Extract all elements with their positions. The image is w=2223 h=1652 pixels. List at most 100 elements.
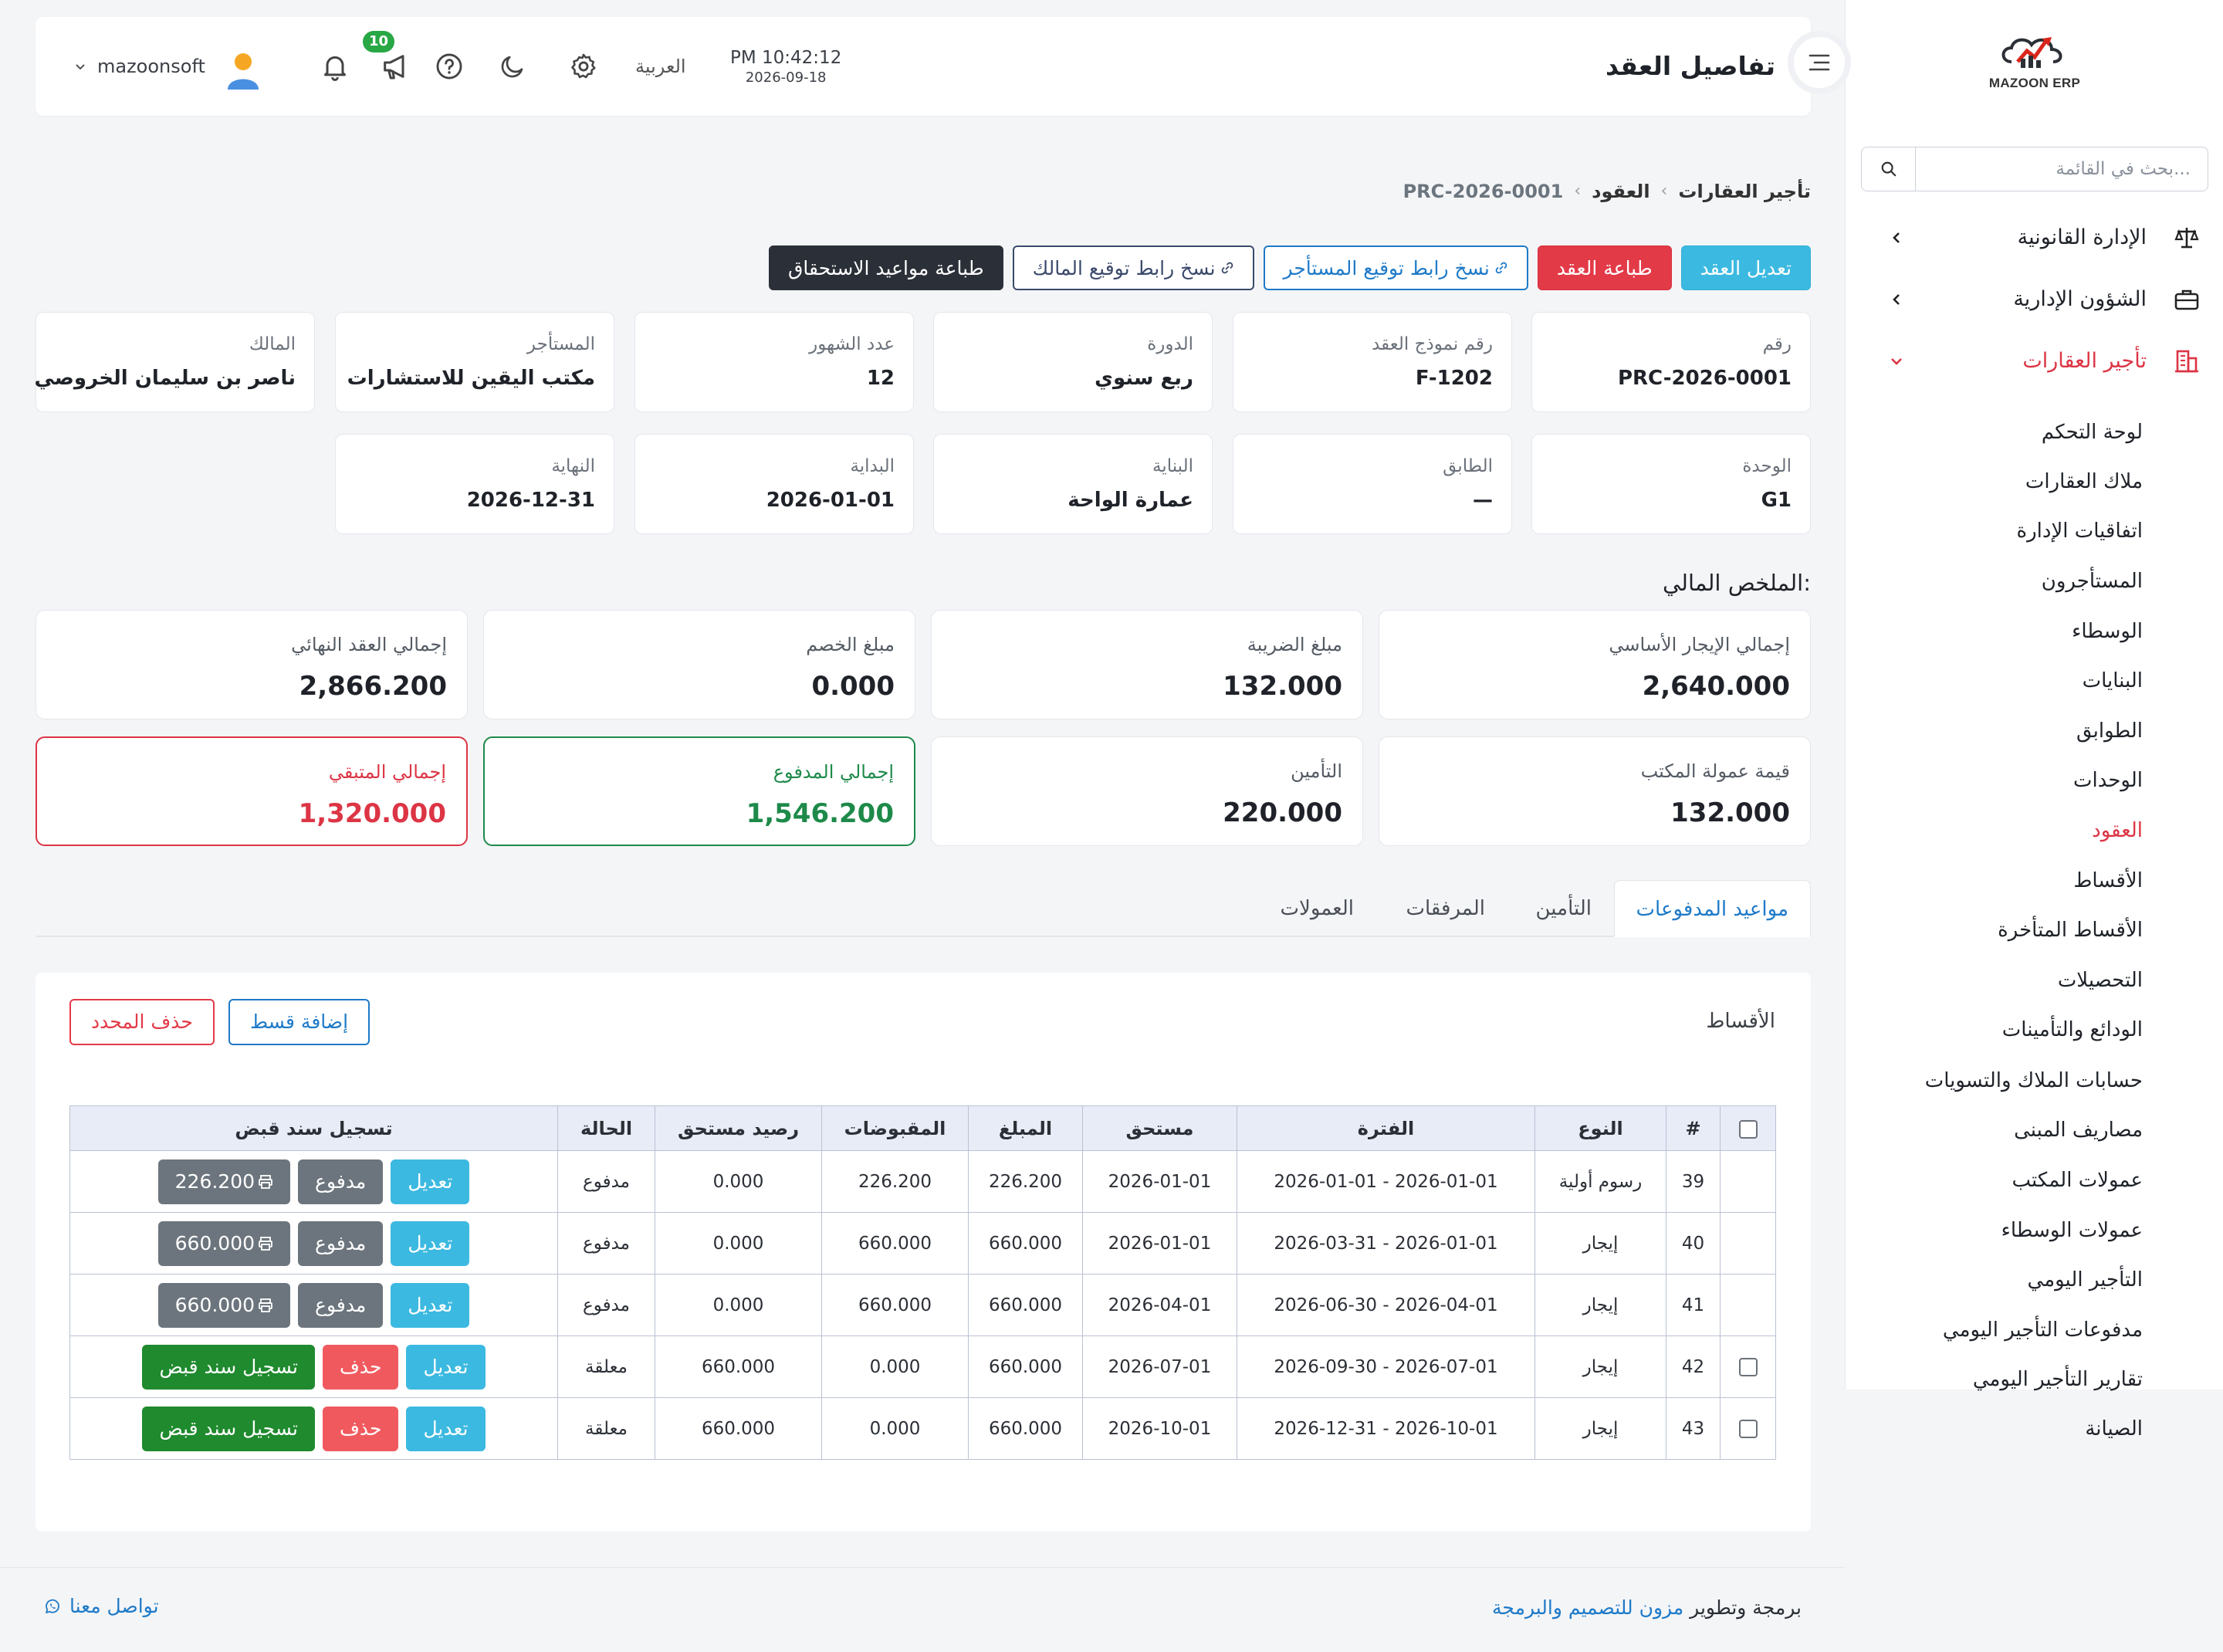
avatar[interactable] (224, 49, 262, 90)
sidebar-item[interactable]: الأقساط المتأخرة (1998, 919, 2143, 942)
breadcrumb-root[interactable]: تأجير العقارات (1678, 181, 1811, 202)
cell-amount: 660.000 (968, 1274, 1083, 1336)
moon-icon[interactable] (496, 49, 530, 83)
paid-button[interactable]: مدفوع (298, 1159, 384, 1204)
edit-contract-button[interactable]: تعديل العقد (1680, 245, 1811, 290)
help-icon[interactable] (432, 49, 466, 83)
detail-label: الدورة (1147, 334, 1193, 354)
detail-value: ربع سنوي (1095, 367, 1193, 390)
detail-label: النهاية (551, 456, 595, 476)
sidebar-item[interactable]: الصيانة (2085, 1417, 2143, 1440)
edit-button[interactable]: تعديل (391, 1282, 470, 1328)
delete-selected-button[interactable]: حذف المحدد (69, 999, 215, 1045)
cell-due: 2026-10-01 (1082, 1397, 1237, 1460)
footer-company-link[interactable]: مزون للتصميم والبرمجة (1492, 1596, 1684, 1619)
detail-label: المستأجر (526, 334, 595, 354)
select-all-cell (1720, 1105, 1776, 1151)
language-switch[interactable]: العربية (635, 56, 686, 77)
sidebar-toggle-button[interactable] (1788, 31, 1851, 94)
cell-receipt-actions: تسجيل سند قبض حذف تعديل (69, 1397, 558, 1460)
paid-button[interactable]: مدفوع (298, 1220, 384, 1266)
sidebar-item[interactable]: تقارير التأجير اليومي (1972, 1368, 2143, 1391)
building-icon (2171, 346, 2202, 377)
sidebar-item[interactable]: العقود (2092, 819, 2143, 842)
sidebar-item[interactable]: عمولات المكتب (2012, 1169, 2143, 1192)
cell-amount: 660.000 (968, 1212, 1083, 1275)
contact-label: تواصل معنا (69, 1595, 159, 1617)
logo[interactable]: MAZOON ERP (1969, 31, 2100, 116)
sidebar-group-legal[interactable]: الإدارة القانونية (1846, 207, 2223, 269)
sidebar-search-input[interactable]: بحث في القائمة... (1861, 147, 2208, 191)
clock: PM 10:42:12 2026-09-18 (730, 48, 841, 86)
edit-button[interactable]: تعديل (406, 1344, 486, 1390)
print-schedule-button[interactable]: طباعة مواعيد الاستحقاق (768, 245, 1003, 290)
sidebar-item[interactable]: الوسطاء (2072, 620, 2143, 643)
sidebar-group-admin[interactable]: الشؤون الإدارية (1846, 269, 2223, 330)
tab-attachments[interactable]: المرفقات (1406, 897, 1485, 920)
sidebar-item[interactable]: مدفوعات التأجير اليومي (1942, 1319, 2143, 1342)
register-receipt-button[interactable]: تسجيل سند قبض (142, 1344, 315, 1390)
sidebar-item[interactable]: ملاك العقارات (2025, 470, 2143, 493)
sidebar-item[interactable]: الودائع والتأمينات (2001, 1018, 2143, 1041)
delete-button[interactable]: حذف (322, 1406, 399, 1451)
fin-card-tax: مبلغ الضريبة 132.000 (931, 610, 1363, 719)
sidebar-item[interactable]: لوحة التحكم (2041, 421, 2143, 444)
gear-icon[interactable] (567, 49, 601, 83)
menu-icon (1809, 54, 1830, 71)
sidebar-item[interactable]: الطوابق (2076, 719, 2143, 743)
add-installment-button[interactable]: إضافة قسط (228, 999, 370, 1045)
tabs-divider (36, 936, 1811, 937)
select-all-checkbox[interactable] (1738, 1119, 1758, 1139)
cell-receipt-actions: 226.200 مدفوع تعديل (69, 1150, 558, 1213)
paid-button[interactable]: مدفوع (298, 1282, 384, 1328)
tab-payment-schedule[interactable]: مواعيد المدفوعات (1613, 880, 1811, 937)
tab-commissions[interactable]: العمولات (1280, 897, 1354, 920)
sidebar-item[interactable]: المستأجرون (2041, 570, 2143, 593)
receipt-amount-button[interactable]: 660.000 (157, 1220, 291, 1266)
breadcrumb-section[interactable]: العقود (1592, 181, 1650, 202)
tab-insurance[interactable]: التأمين (1535, 897, 1592, 920)
sidebar-group-real-estate[interactable]: تأجير العقارات (1846, 330, 2223, 392)
contact-link[interactable]: تواصل معنا (43, 1595, 159, 1617)
print-contract-button[interactable]: طباعة العقد (1537, 245, 1672, 290)
edit-button[interactable]: تعديل (391, 1159, 470, 1204)
register-receipt-button[interactable]: تسجيل سند قبض (142, 1406, 315, 1451)
copy-tenant-link-button[interactable]: نسخ رابط توقيع المستأجر (1263, 245, 1528, 290)
table-row: 41 إيجار 2026-06-30 - 2026-04-01 2026-04-01… (69, 1274, 1776, 1336)
sidebar-item[interactable]: اتفاقيات الإدارة (2016, 520, 2143, 543)
cell-type: إيجار (1534, 1335, 1666, 1398)
user-name[interactable]: mazoonsoft (97, 56, 205, 77)
sidebar-item[interactable]: الوحدات (2073, 769, 2143, 792)
logo-text: MAZOON ERP (1988, 76, 2081, 90)
receipt-amount-button[interactable]: 660.000 (157, 1282, 291, 1328)
cell-received: 226.200 (821, 1150, 969, 1213)
edit-button[interactable]: تعديل (406, 1406, 486, 1451)
sidebar-item[interactable]: التحصيلات (2057, 969, 2143, 992)
row-checkbox[interactable] (1738, 1358, 1758, 1376)
row-checkbox[interactable] (1738, 1420, 1758, 1438)
link-icon (1495, 262, 1507, 274)
chevron-down-icon[interactable] (73, 59, 88, 75)
fin-value: 2,866.200 (299, 671, 447, 702)
sidebar-item[interactable]: البنايات (2082, 669, 2143, 692)
cell-balance: 660.000 (655, 1335, 822, 1398)
sidebar-item[interactable]: حسابات الملاك والتسويات (1924, 1069, 2143, 1092)
edit-button[interactable]: تعديل (391, 1220, 470, 1266)
detail-label: البداية (850, 456, 895, 476)
megaphone-icon[interactable] (378, 49, 412, 83)
copy-owner-link-button[interactable]: نسخ رابط توقيع المالك (1012, 245, 1254, 290)
detail-label: عدد الشهور (809, 334, 895, 354)
sidebar-item[interactable]: التأجير اليومي (2027, 1268, 2143, 1291)
receipt-amount-button[interactable]: 226.200 (157, 1159, 291, 1204)
fin-label: مبلغ الضريبة (1247, 634, 1342, 655)
cell-due: 2026-01-01 (1082, 1212, 1237, 1275)
chevron-left-icon (1886, 227, 1907, 249)
row-actions: 660.000 مدفوع تعديل (70, 1282, 557, 1328)
detail-value: مكتب اليقين للاستشارات (347, 367, 595, 390)
installments-body: 39 رسوم أولية 2026-01-01 - 2026-01-01 2026-… (69, 1150, 1776, 1460)
bell-icon[interactable] (318, 49, 352, 83)
sidebar-item[interactable]: مصاريف المبنى (2014, 1119, 2143, 1142)
sidebar-item[interactable]: عمولات الوسطاء (2001, 1219, 2143, 1242)
delete-button[interactable]: حذف (322, 1344, 399, 1390)
sidebar-item[interactable]: الأقساط (2073, 869, 2143, 892)
